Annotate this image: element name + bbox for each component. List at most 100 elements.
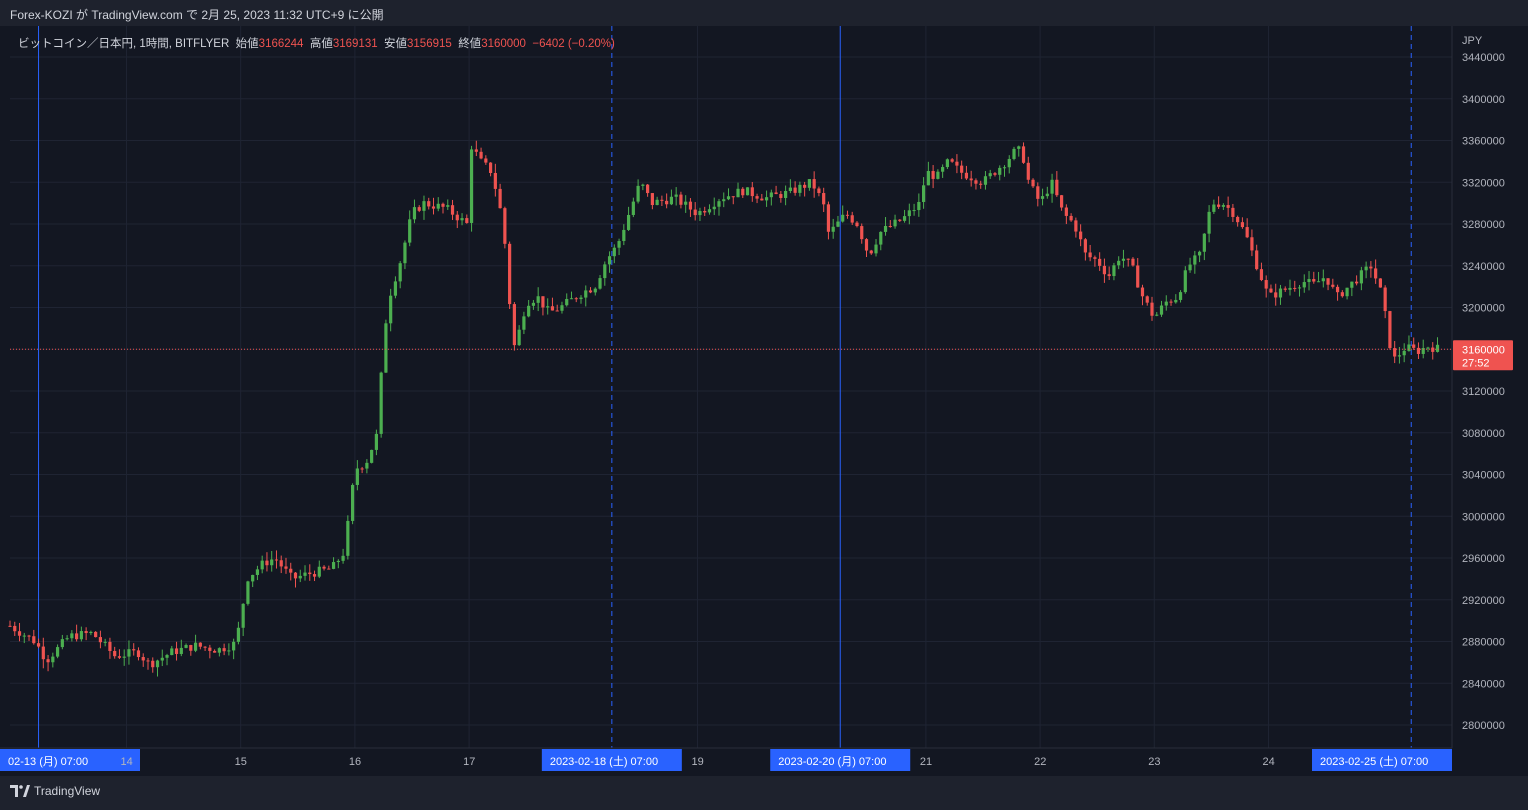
candle-body [17, 631, 22, 636]
candle-body [512, 304, 516, 346]
last-price-value: 3160000 [1462, 344, 1505, 356]
candle-body [1217, 204, 1221, 207]
candle-body [117, 656, 122, 658]
candlestick-chart[interactable]: JPY 2800000 2840000 2880000 2920000 2960000 3… [0, 26, 1528, 776]
candle-body [41, 646, 45, 660]
candle-body [598, 278, 602, 289]
candle-body [983, 176, 988, 185]
candle-body [274, 559, 279, 561]
tradingview-brand[interactable]: TradingView [10, 784, 100, 798]
candle-body [370, 449, 374, 463]
candle-body [1264, 280, 1268, 289]
candle-body [798, 184, 802, 193]
candle-body [1197, 251, 1202, 256]
candle-body [1164, 301, 1168, 306]
candle-body [389, 295, 393, 324]
candle-body [807, 179, 811, 188]
candle-body [531, 302, 536, 306]
candle-body [1126, 258, 1130, 260]
time-tick-label: 19 [691, 756, 703, 768]
candles-layer [8, 140, 1440, 677]
candle-body [198, 642, 202, 647]
candle-body [1278, 288, 1283, 298]
candle-body [1140, 287, 1145, 297]
candle-body [1002, 167, 1007, 169]
candle-body [208, 647, 212, 651]
candle-body [1369, 266, 1373, 269]
price-tick-label: 3200000 [1462, 303, 1505, 315]
candle-body [850, 215, 854, 223]
candle-body [193, 642, 198, 651]
candle-body [912, 210, 916, 212]
time-tick-label: 16 [349, 756, 361, 768]
candle-body [693, 209, 697, 216]
publish-line: Forex-KOZI が TradingView.com で 2月 25, 20… [10, 8, 384, 22]
candle-body [860, 226, 864, 240]
time-axis-bg [0, 748, 1528, 776]
candle-body [684, 201, 688, 205]
candle-body [688, 201, 693, 210]
candle-body [1378, 278, 1382, 288]
countdown-value: 27:52 [1462, 357, 1490, 369]
candle-body [950, 159, 954, 162]
candle-body [945, 159, 949, 168]
candle-body [669, 196, 674, 205]
candle-body [232, 641, 236, 651]
chart-area[interactable]: JPY 2800000 2840000 2880000 2920000 2960000 3… [0, 26, 1528, 776]
candle-body [469, 149, 474, 223]
candle-body [931, 171, 935, 179]
session-time-badge [0, 749, 140, 771]
candle-body [1231, 207, 1235, 217]
candle-body [755, 196, 759, 199]
candle-body [1131, 258, 1135, 266]
candle-body [179, 647, 183, 654]
candle-body [1207, 211, 1211, 234]
candle-body [588, 290, 593, 293]
candle-body [317, 566, 321, 577]
candle-body [1355, 281, 1359, 284]
candle-body [384, 323, 388, 373]
candle-body [993, 173, 997, 175]
candle-body [374, 433, 378, 450]
candle-body [94, 631, 98, 638]
candle-body [960, 165, 964, 173]
candle-body [351, 484, 355, 521]
candle-body [189, 645, 193, 651]
candle-body [331, 562, 336, 569]
candle-body [1183, 270, 1187, 293]
candle-body [127, 649, 131, 657]
candle-body [1245, 227, 1249, 238]
candle-body [1283, 288, 1287, 290]
candle-body [1074, 220, 1078, 232]
session-time-badge [1312, 749, 1452, 771]
candle-body [1117, 260, 1121, 266]
candle-body [955, 161, 959, 166]
candle-body [726, 196, 731, 200]
candle-body [493, 173, 497, 189]
candle-body [760, 198, 764, 201]
candle-body [327, 568, 331, 570]
candle-body [308, 572, 312, 575]
open-value: 3166244 [258, 38, 304, 50]
candle-body [1293, 287, 1297, 289]
currency-label: JPY [1462, 35, 1483, 47]
candle-body [917, 201, 921, 211]
price-tick-label: 3440000 [1462, 52, 1505, 64]
candle-body [184, 645, 188, 648]
candle-body [655, 199, 659, 206]
time-tick-label: 14 [120, 756, 132, 768]
candle-body [1050, 179, 1054, 194]
candle-body [379, 372, 383, 434]
symbol-name[interactable]: ビットコイン／日本円, 1時間, BITFLYER [18, 38, 230, 50]
candle-body [703, 211, 707, 213]
candle-body [812, 179, 816, 189]
candle-body [1045, 193, 1049, 197]
candle-body [603, 264, 607, 279]
candle-body [417, 207, 421, 211]
candle-body [22, 635, 26, 637]
candle-body [446, 205, 450, 207]
candle-body [8, 625, 12, 627]
low-value: 3156915 [407, 38, 452, 50]
candle-body [522, 316, 526, 330]
price-tick-label: 3000000 [1462, 511, 1505, 523]
